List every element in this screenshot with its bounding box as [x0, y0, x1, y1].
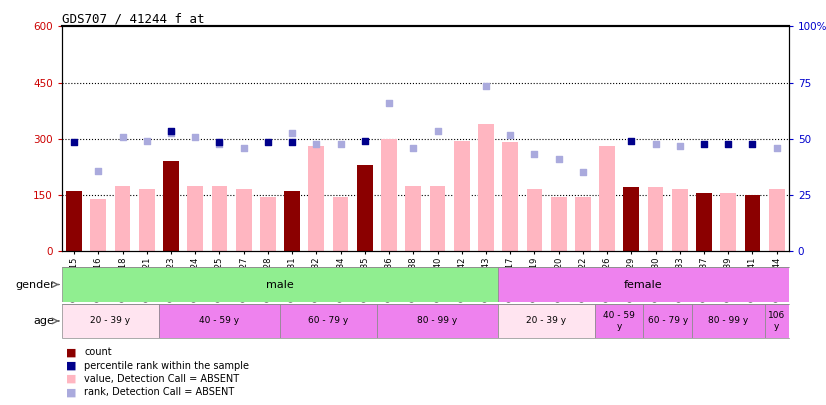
Text: rank, Detection Call = ABSENT: rank, Detection Call = ABSENT	[84, 388, 235, 397]
Point	[68, 139, 81, 146]
Point	[552, 156, 565, 162]
Bar	[720, 193, 736, 251]
Bar	[139, 189, 154, 251]
Text: value, Detection Call = ABSENT: value, Detection Call = ABSENT	[84, 374, 240, 384]
Text: female: female	[624, 279, 662, 290]
Bar	[595, 304, 643, 338]
Bar	[188, 185, 203, 251]
Bar	[62, 267, 498, 302]
Text: 20 - 39 y: 20 - 39 y	[90, 316, 131, 326]
Text: 60 - 79 y: 60 - 79 y	[648, 316, 688, 326]
Bar	[381, 139, 397, 251]
Point	[431, 128, 444, 134]
Point	[286, 139, 299, 146]
Bar	[90, 198, 107, 251]
Text: 80 - 99 y: 80 - 99 y	[417, 316, 458, 326]
Bar	[357, 165, 373, 251]
Point	[406, 145, 420, 151]
Text: GDS707 / 41244_f_at: GDS707 / 41244_f_at	[62, 12, 205, 25]
Bar	[498, 267, 789, 302]
Bar	[430, 185, 445, 251]
Point	[504, 132, 517, 138]
Text: ■: ■	[66, 388, 77, 397]
Text: percentile rank within the sample: percentile rank within the sample	[84, 361, 249, 371]
Bar	[696, 193, 712, 251]
Bar	[453, 141, 470, 251]
Text: age: age	[34, 316, 55, 326]
Point	[213, 139, 226, 146]
Bar	[406, 185, 421, 251]
Bar	[62, 304, 159, 338]
Text: ■: ■	[66, 361, 77, 371]
Bar	[502, 143, 518, 251]
Point	[213, 141, 226, 147]
Point	[649, 141, 662, 147]
Text: count: count	[84, 347, 112, 357]
Bar	[211, 185, 227, 251]
Bar	[66, 191, 82, 251]
Point	[577, 169, 590, 176]
Point	[673, 143, 686, 149]
Bar	[235, 189, 252, 251]
Bar	[744, 195, 761, 251]
Text: 20 - 39 y: 20 - 39 y	[526, 316, 567, 326]
Point	[140, 137, 154, 144]
Point	[624, 137, 638, 144]
Point	[237, 145, 250, 151]
Point	[261, 139, 274, 146]
Bar	[692, 304, 765, 338]
Point	[334, 141, 347, 147]
Point	[770, 145, 783, 151]
Point	[382, 100, 396, 107]
Text: ■: ■	[66, 347, 77, 357]
Bar	[377, 304, 498, 338]
Point	[722, 141, 735, 147]
Bar	[333, 197, 349, 251]
Bar	[599, 146, 615, 251]
Bar	[765, 304, 789, 338]
Text: 40 - 59 y: 40 - 59 y	[199, 316, 240, 326]
Text: 106
y: 106 y	[768, 311, 786, 330]
Point	[697, 141, 710, 147]
Point	[188, 134, 202, 140]
Text: 60 - 79 y: 60 - 79 y	[308, 316, 349, 326]
Bar	[115, 185, 131, 251]
Bar	[769, 189, 785, 251]
Bar	[163, 161, 179, 251]
Bar	[284, 191, 300, 251]
Point	[164, 128, 178, 134]
Bar	[478, 124, 494, 251]
Bar	[575, 197, 591, 251]
Text: gender: gender	[15, 279, 55, 290]
Point	[528, 150, 541, 157]
Bar	[280, 304, 377, 338]
Bar	[526, 189, 543, 251]
Point	[479, 83, 492, 90]
Text: ■: ■	[66, 374, 77, 384]
Text: male: male	[266, 279, 294, 290]
Point	[746, 141, 759, 147]
Point	[286, 130, 299, 136]
Bar	[308, 146, 325, 251]
Bar	[551, 197, 567, 251]
Bar	[648, 188, 663, 251]
Point	[358, 137, 372, 144]
Bar	[672, 189, 688, 251]
Bar	[643, 304, 692, 338]
Bar	[498, 304, 595, 338]
Point	[164, 130, 178, 136]
Point	[92, 167, 105, 174]
Bar	[260, 197, 276, 251]
Point	[310, 141, 323, 147]
Bar	[624, 188, 639, 251]
Point	[116, 134, 129, 140]
Text: 80 - 99 y: 80 - 99 y	[708, 316, 748, 326]
Text: 40 - 59
y: 40 - 59 y	[603, 311, 635, 330]
Bar	[159, 304, 280, 338]
